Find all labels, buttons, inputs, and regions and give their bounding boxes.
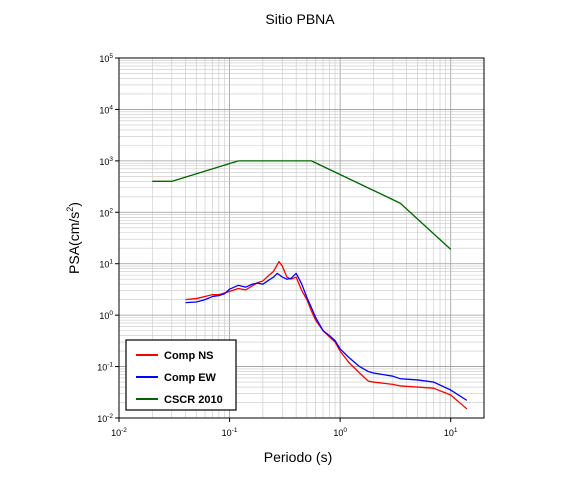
x-tick-label: 101 (444, 427, 458, 438)
y-tick-label: 10-1 (97, 362, 113, 373)
chart-title: Sitio PBNA (265, 11, 335, 27)
y-tick-label: 104 (99, 104, 113, 115)
legend-label: Comp EW (164, 372, 217, 384)
legend-label: CSCR 2010 (164, 394, 223, 406)
series-layer (152, 160, 468, 410)
plot-frame (118, 57, 485, 419)
y-tick-label: 101 (99, 259, 113, 270)
x-tick-label: 10-2 (111, 427, 127, 438)
y-axis-label-tail: ) (66, 202, 82, 207)
legend-label: Comp NS (164, 350, 214, 362)
series-line-comp-ew (185, 272, 468, 401)
y-axis-label-main: PSA(cm/s (66, 212, 82, 274)
y-axis-label: PSA(cm/s2) (65, 202, 82, 274)
y-tick-label: 102 (99, 207, 113, 218)
x-tick-label: 100 (333, 427, 347, 438)
series-line-comp-ns (185, 260, 468, 410)
tick-labels: 10-2 10-1 100 101 10-2 10-1 100 101 102 103 104 105 (97, 53, 458, 438)
legend: Comp NS Comp EW CSCR 2010 (125, 339, 237, 411)
x-axis-label: Periodo (s) (264, 449, 332, 465)
x-tick-label: 10-1 (222, 427, 238, 438)
y-tick-label: 100 (99, 310, 113, 321)
series-line-cscr-2010 (152, 160, 452, 250)
y-tick-label: 10-2 (97, 413, 113, 424)
y-axis-label-superscript: 2 (65, 207, 75, 212)
y-tick-label: 105 (99, 53, 113, 64)
y-tick-label: 103 (99, 156, 113, 167)
